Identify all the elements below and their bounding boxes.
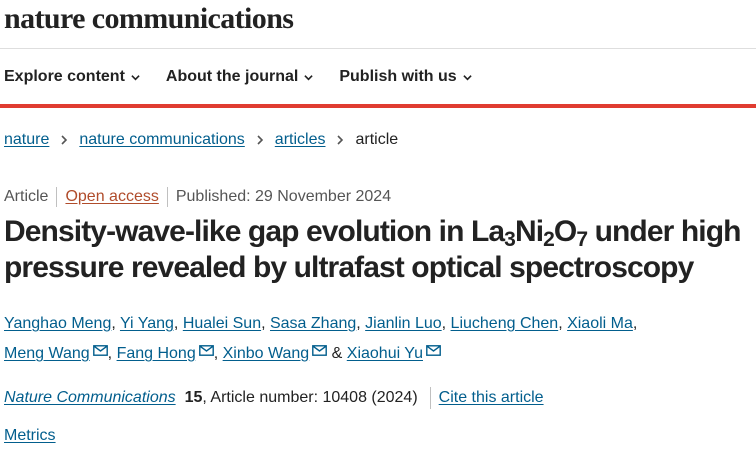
title-text: under high pressure revealed by ultrafas… [4, 215, 741, 284]
title-text: O [553, 215, 577, 248]
author-name-link[interactable]: Meng Wang [4, 345, 90, 362]
author-name-link[interactable]: Yi Yang [119, 315, 174, 332]
author: Xinbo Wang [223, 345, 328, 362]
accent-bar [0, 104, 756, 108]
author: Meng Wang [4, 345, 108, 362]
author: Xiaoli Ma [567, 315, 633, 332]
header-divider [0, 48, 756, 49]
nav-label: About the journal [165, 68, 299, 85]
citation-line: Nature Communications 15 , Article numbe… [4, 387, 544, 409]
chevron-right-icon [61, 135, 68, 145]
published-date: Published: 29 November 2024 [175, 188, 392, 205]
author: Jianlin Luo [365, 315, 442, 332]
article-title: Density-wave-like gap evolution in La3Ni… [4, 214, 756, 286]
author-name-link[interactable]: Xiaohui Yu [346, 345, 423, 362]
author-name-link[interactable]: Jianlin Luo [365, 315, 442, 332]
title-subscript: 3 [504, 228, 516, 251]
breadcrumb-nature-communications[interactable]: nature communications [79, 131, 245, 148]
author: Yi Yang [120, 315, 174, 332]
chevron-down-icon [304, 74, 314, 80]
author: Sasa Zhang [270, 315, 356, 332]
author-name-link[interactable]: Fang Hong [116, 345, 196, 362]
nav-label: Publish with us [339, 68, 457, 85]
nav-about-journal[interactable]: About the journal [165, 68, 314, 86]
title-text: Ni [514, 215, 544, 248]
chevron-right-icon [337, 135, 344, 145]
metrics-link[interactable]: Metrics [4, 427, 56, 444]
author-name-link[interactable]: Sasa Zhang [269, 315, 357, 332]
meta-divider [166, 187, 168, 207]
site-logo[interactable]: nature communications [4, 2, 294, 35]
chevron-down-icon [131, 74, 140, 80]
article-number: , Article number: 10408 (2024) [202, 389, 418, 406]
envelope-icon[interactable] [426, 345, 441, 356]
article-meta: Article Open access Published: 29 Novemb… [4, 187, 391, 207]
title-subscript: 2 [543, 228, 555, 251]
main-nav: Explore content About the journal Publis… [4, 68, 498, 86]
open-access-link[interactable]: Open access [65, 188, 159, 205]
breadcrumb-articles[interactable]: articles [274, 131, 326, 148]
breadcrumb-current: article [355, 131, 399, 148]
author-name-link[interactable]: Xiaoli Ma [567, 315, 633, 332]
envelope-icon[interactable] [92, 345, 108, 356]
author-name-link[interactable]: Xinbo Wang [222, 345, 310, 362]
author: Yanghao Meng [4, 315, 111, 332]
citation-divider [429, 387, 431, 409]
author-name-link[interactable]: Hualei Sun [182, 315, 262, 332]
author-name-link[interactable]: Yanghao Meng [4, 315, 112, 332]
article-type: Article [4, 188, 49, 205]
author: Fang Hong [117, 345, 214, 362]
author-name-link[interactable]: Liucheng Chen [450, 315, 559, 332]
nav-explore-content[interactable]: Explore content [4, 68, 140, 86]
nav-publish-with-us[interactable]: Publish with us [339, 68, 472, 86]
author: Xiaohui Yu [347, 345, 441, 362]
author-list: Yanghao Meng, Yi Yang, Hualei Sun, Sasa … [4, 315, 638, 362]
breadcrumb: nature nature communications articles ar… [4, 131, 398, 149]
chevron-right-icon [257, 135, 263, 145]
volume-number: 15 [184, 389, 203, 406]
envelope-icon[interactable] [198, 345, 214, 356]
title-text: Density-wave-like gap evolution in La [4, 215, 505, 248]
journal-link[interactable]: Nature Communications [4, 389, 176, 406]
meta-divider [56, 187, 58, 207]
author: Hualei Sun [183, 315, 261, 332]
nav-label: Explore content [4, 68, 125, 85]
breadcrumb-nature[interactable]: nature [4, 131, 50, 148]
envelope-icon[interactable] [312, 345, 328, 356]
chevron-down-icon [463, 74, 472, 80]
title-subscript: 7 [576, 228, 588, 251]
cite-this-article-link[interactable]: Cite this article [438, 389, 544, 406]
author: Liucheng Chen [451, 315, 559, 332]
